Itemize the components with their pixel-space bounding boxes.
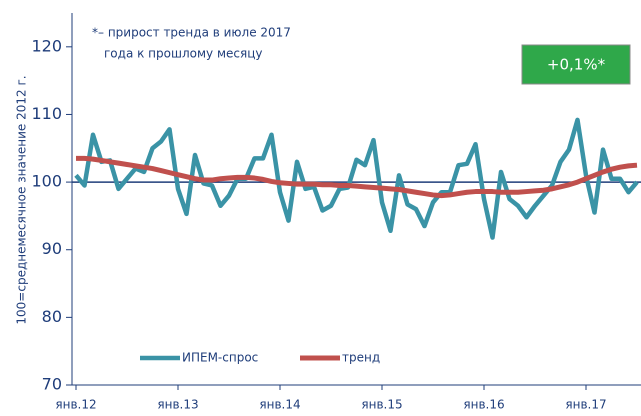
annotation: года к прошлому месяцу: [104, 47, 262, 61]
y-axis-label: 100=среднемесячное значение 2012 г.: [15, 75, 29, 324]
y-tick-label: 120: [31, 36, 62, 55]
badge-box: [521, 44, 631, 85]
legend-label: тренд: [342, 351, 380, 365]
annotation: *– прирост тренда в июле 2017: [92, 26, 291, 40]
series-line: [76, 155, 638, 199]
series-line: [74, 117, 639, 240]
y-tick-label: 100: [31, 172, 62, 191]
x-tick-label: янв.17: [565, 398, 606, 412]
badge-text: +0,1%*: [547, 56, 606, 74]
y-tick-label: 80: [42, 307, 62, 326]
x-tick-label: янв.15: [361, 398, 402, 412]
x-tick-label: янв.12: [55, 398, 96, 412]
y-tick-label: 110: [31, 104, 62, 123]
legend-label: ИПЕМ-спрос: [182, 351, 258, 365]
x-tick-label: янв.16: [463, 398, 504, 412]
x-tick-label: янв.13: [157, 398, 198, 412]
y-tick-label: 90: [42, 239, 62, 258]
y-tick-label: 70: [42, 375, 62, 394]
x-tick-label: янв.14: [259, 398, 300, 412]
